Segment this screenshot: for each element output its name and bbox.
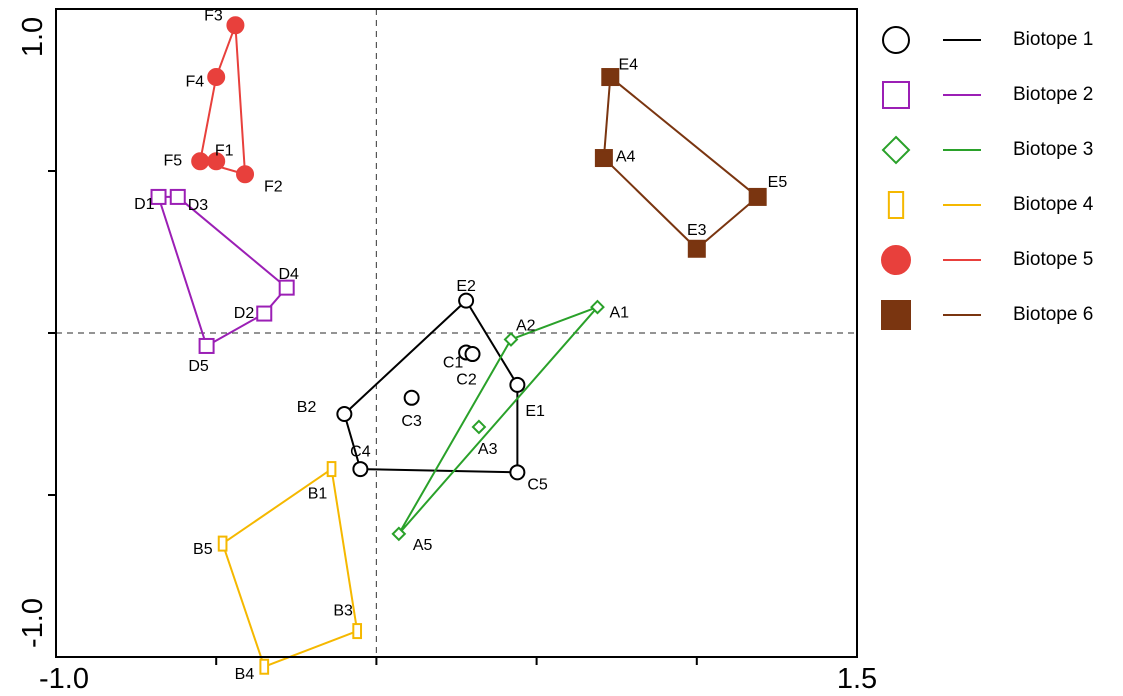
point-label-c5: C5 [527,477,548,494]
point-b5 [217,535,228,552]
point-label-c2: C2 [456,371,477,388]
point-b3 [352,623,363,640]
data-markers [150,16,767,675]
legend-marker-biotope-4 [887,191,905,219]
point-f1 [207,152,226,171]
legend-item-biotope-5: Biotope 5 [876,240,1116,280]
point-c2 [464,346,481,363]
point-b2 [336,406,353,422]
legend-label-biotope-1: Biotope 1 [1013,29,1094,50]
point-b1 [326,461,337,478]
point-e5 [748,187,767,206]
axis-ticks [48,170,698,665]
point-label-a4: A4 [616,148,636,165]
point-a3 [471,419,487,435]
y-tick-label-max: 1.0 [17,17,49,57]
point-d1 [150,188,167,205]
point-label-a1: A1 [609,304,629,321]
point-label-c1: C1 [443,355,464,372]
point-a1 [590,299,605,315]
legend-swatch-biotope-3 [881,135,981,165]
legend-swatch-biotope-6 [881,300,981,330]
x-tick-label-min: -1.0 [39,663,89,695]
legend-swatch-biotope-2 [882,81,981,109]
legend-item-biotope-2: Biotope 2 [876,75,1116,115]
point-label-c4: C4 [350,443,371,460]
point-label-d3: D3 [188,197,209,214]
legend-marker-biotope-6 [881,300,911,330]
legend-label-biotope-5: Biotope 5 [1013,249,1094,270]
point-label-c3: C3 [401,413,422,430]
legend-item-biotope-3: Biotope 3 [876,130,1116,170]
legend-label-biotope-4: Biotope 4 [1013,194,1094,215]
point-label-e2: E2 [456,278,476,295]
point-label-a5: A5 [413,537,433,554]
point-label-d1: D1 [134,196,155,213]
point-label-e4: E4 [619,56,639,73]
legend-label-biotope-3: Biotope 3 [1013,139,1094,160]
point-label-d4: D4 [278,266,299,283]
legend-marker-biotope-5 [881,245,911,275]
point-c3 [403,389,420,406]
point-label-e5: E5 [768,174,788,191]
point-a5 [391,526,407,542]
point-d4 [278,279,295,296]
x-tick-label-max: 1.5 [837,663,877,695]
point-label-f1: F1 [215,142,234,159]
point-a2 [503,332,519,347]
point-label-a3: A3 [478,441,498,458]
legend-item-biotope-4: Biotope 4 [876,185,1116,225]
hull-biotope-2 [157,195,288,347]
point-label-f3: F3 [204,7,223,24]
reference-lines [56,9,857,657]
hull-biotope-3 [397,306,599,535]
point-label-f2: F2 [264,178,283,195]
legend-marker-biotope-2 [882,81,910,109]
legend-marker-biotope-1 [882,26,910,54]
hull-biotope-4 [221,468,359,668]
point-label-b3: B3 [333,602,353,619]
point-label-f4: F4 [186,73,205,90]
point-label-b4: B4 [235,666,255,683]
point-label-e1: E1 [525,403,545,420]
legend-label-biotope-2: Biotope 2 [1013,84,1094,105]
point-d5 [198,337,215,354]
point-c5 [509,464,526,481]
point-d3 [169,188,186,205]
point-label-e3: E3 [687,222,707,239]
point-label-a2: A2 [516,318,536,335]
point-f3 [226,16,245,35]
legend-swatch-biotope-5 [881,245,981,275]
point-label-d5: D5 [188,358,209,375]
point-c4 [352,461,369,478]
point-label-b1: B1 [308,485,328,502]
point-f4 [207,68,226,87]
legend-item-biotope-6: Biotope 6 [876,295,1116,335]
point-label-b5: B5 [193,541,213,558]
point-e2 [458,292,475,309]
biotope-hulls [157,24,759,668]
legend-swatch-biotope-4 [887,191,981,219]
hull-biotope-1 [343,299,519,474]
point-d2 [256,305,273,322]
point-label-d2: D2 [234,305,255,322]
point-e3 [687,239,706,258]
point-f2 [236,165,255,184]
legend-item-biotope-1: Biotope 1 [876,20,1116,60]
legend-swatch-biotope-1 [882,26,981,54]
point-e4 [601,68,620,87]
point-a4 [594,149,613,168]
point-label-f5: F5 [164,152,183,169]
legend-marker-biotope-3 [881,135,911,165]
point-b4 [259,658,270,675]
point-e1 [509,376,526,393]
y-tick-label-min: -1.0 [17,598,49,648]
point-f5 [191,152,210,171]
legend-label-biotope-6: Biotope 6 [1013,304,1094,325]
point-label-b2: B2 [297,399,317,416]
